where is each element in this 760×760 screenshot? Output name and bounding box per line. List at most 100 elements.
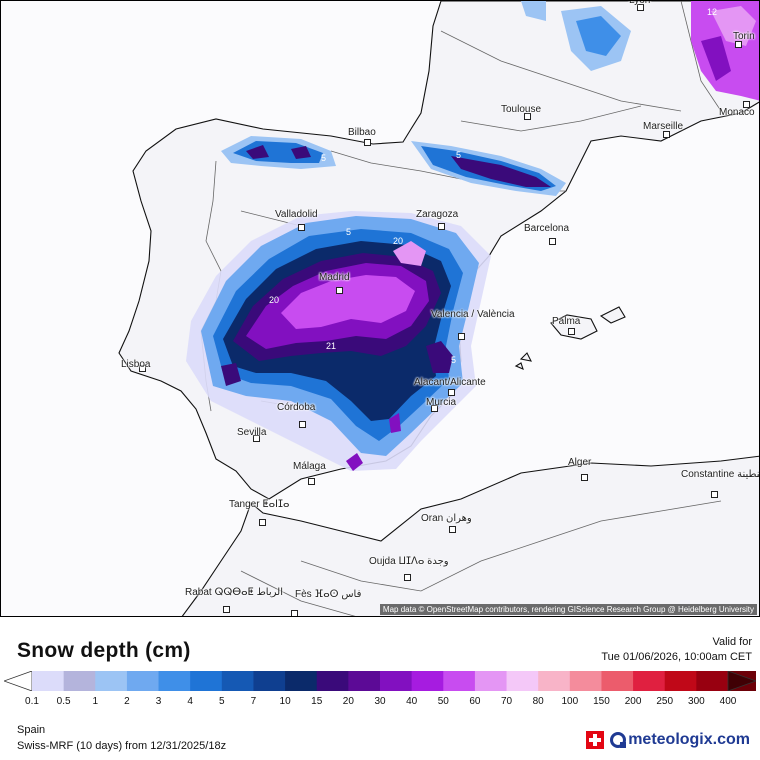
city-label: Madrid xyxy=(319,272,350,283)
city-label: Toulouse xyxy=(501,104,542,115)
city-label: Monaco xyxy=(719,107,755,118)
valid-label: Valid for xyxy=(712,636,752,648)
city-label: Alger xyxy=(568,457,592,468)
scale-tick-label: 30 xyxy=(374,696,386,707)
contour-label-5: 5 xyxy=(321,153,326,163)
legend-panel: Snow depth (cm) Valid for Tue 01/06/2026… xyxy=(0,617,760,760)
scale-tick-label: 70 xyxy=(500,696,513,707)
city-marker xyxy=(308,478,315,485)
legend-title: Snow depth (cm) xyxy=(17,639,191,662)
scale-swatch xyxy=(126,671,160,691)
scale-swatch xyxy=(348,671,381,691)
city-label: Oran وهران xyxy=(421,513,472,524)
scale-swatch xyxy=(285,671,318,691)
swiss-flag-icon xyxy=(586,731,605,749)
scale-tick-label: 4 xyxy=(187,696,193,707)
scale-tick-label: 250 xyxy=(656,696,674,707)
contour-labels: 5 20 20 21 5 5 5 12 xyxy=(269,7,717,365)
scale-swatch xyxy=(696,671,729,691)
city-marker xyxy=(336,287,343,294)
meteologix-logo-icon xyxy=(610,732,627,748)
city-label: Alacant/Alicante xyxy=(414,377,486,388)
scale-swatch xyxy=(569,671,602,691)
scale-arrow-low xyxy=(4,671,33,691)
city-marker xyxy=(139,365,146,372)
city-marker xyxy=(524,113,531,120)
scale-tick-label: 3 xyxy=(155,696,162,707)
contour-label-7: 5 xyxy=(451,355,456,365)
scale-tick-label: 150 xyxy=(593,696,610,707)
model-run-label: Swiss-MRF (10 days) from 12/31/2025/18z xyxy=(17,740,227,752)
scale-swatch xyxy=(380,671,413,691)
map-attribution[interactable]: Map data © OpenStreetMap contributors, r… xyxy=(379,604,757,615)
scale-swatch xyxy=(506,671,539,691)
city-label: Tanger ⵟⴰⵏⵊⴰ xyxy=(229,499,290,510)
city-marker xyxy=(448,389,455,396)
city-label: Valencia / València xyxy=(431,309,515,320)
scale-tick-label: 5 xyxy=(219,696,225,707)
scale-swatch xyxy=(411,671,444,691)
scale-swatch xyxy=(253,671,286,691)
scale-tick-label: 40 xyxy=(406,696,418,707)
scale-swatch xyxy=(633,671,666,691)
city-marker xyxy=(223,606,230,613)
scale-arrow-high xyxy=(727,671,756,691)
scale-tick-label: 2 xyxy=(124,696,130,707)
city-marker xyxy=(711,491,718,498)
city-marker xyxy=(404,574,411,581)
city-label: Barcelona xyxy=(524,223,570,234)
city-label: Lyon xyxy=(629,0,651,6)
valid-time: Tue 01/06/2026, 10:00am CET xyxy=(601,651,752,663)
city-label: Marseille xyxy=(643,121,684,132)
contour-label-1: 5 xyxy=(346,227,351,237)
scale-tick-label: 400 xyxy=(719,696,737,707)
scale-swatch xyxy=(601,671,634,691)
scale-swatch xyxy=(221,671,254,691)
scale-tick-label: 10 xyxy=(279,696,291,707)
brand[interactable]: meteologix.com xyxy=(586,731,750,749)
contour-label-6: 5 xyxy=(456,150,461,160)
scale-tick-label: 50 xyxy=(437,696,449,707)
contour-label-3: 20 xyxy=(269,295,279,305)
scale-tick-label: 300 xyxy=(688,696,705,707)
scale-swatch xyxy=(443,671,476,691)
city-label: Córdoba xyxy=(277,402,316,413)
city-label: Málaga xyxy=(293,461,326,472)
meteologix-logo[interactable]: meteologix.com xyxy=(610,731,750,749)
scale-tick-label: 200 xyxy=(624,696,642,707)
scale-swatch xyxy=(32,671,65,691)
map-panel[interactable]: 5 20 20 21 5 5 5 12 Lyon Torin Monaco Marse… xyxy=(0,0,760,617)
city-label: Palma xyxy=(552,316,581,327)
scale-tick-label: 20 xyxy=(342,696,354,707)
contour-label-2: 20 xyxy=(393,236,403,246)
region-label: Spain xyxy=(17,724,46,736)
scale-swatch xyxy=(190,671,223,691)
city-label: Murcia xyxy=(426,397,457,408)
city-marker xyxy=(259,519,266,526)
scale-tick-label: 15 xyxy=(311,696,323,707)
scale-swatch xyxy=(63,671,96,691)
scale-tick-label: 60 xyxy=(469,696,481,707)
city-label: Torin xyxy=(733,31,755,42)
city-marker xyxy=(291,610,298,616)
scale-swatch xyxy=(95,671,128,691)
scale-tick-label: 80 xyxy=(532,696,544,707)
city-label: Constantine قسنطينة xyxy=(681,469,760,480)
scale-swatch xyxy=(474,671,508,691)
city-label: Oujda ⵡⵊⴷⴰ وجدة xyxy=(369,556,449,567)
city-label: Sevilla xyxy=(237,427,267,438)
city-marker xyxy=(449,526,456,533)
city-label: Fès ⴼⴰⵙ فاس xyxy=(295,589,362,600)
contour-label-4: 21 xyxy=(326,341,336,351)
scale-tick-label: 0.1 xyxy=(25,696,39,707)
snow-field xyxy=(186,1,759,471)
city-marker xyxy=(735,41,742,48)
city-label: Bilbao xyxy=(348,127,376,138)
city-marker xyxy=(299,421,306,428)
brand-name: meteologix.com xyxy=(628,731,750,748)
map-canvas: 5 20 20 21 5 5 5 12 xyxy=(1,1,759,616)
scale-swatch xyxy=(158,671,191,691)
city-marker xyxy=(663,131,670,138)
city-label: Rabat ⵕⵕⴱⴰⵟ الرباط xyxy=(185,587,283,598)
valid-time-block: Valid for Tue 01/06/2026, 10:00am CET xyxy=(601,635,752,665)
